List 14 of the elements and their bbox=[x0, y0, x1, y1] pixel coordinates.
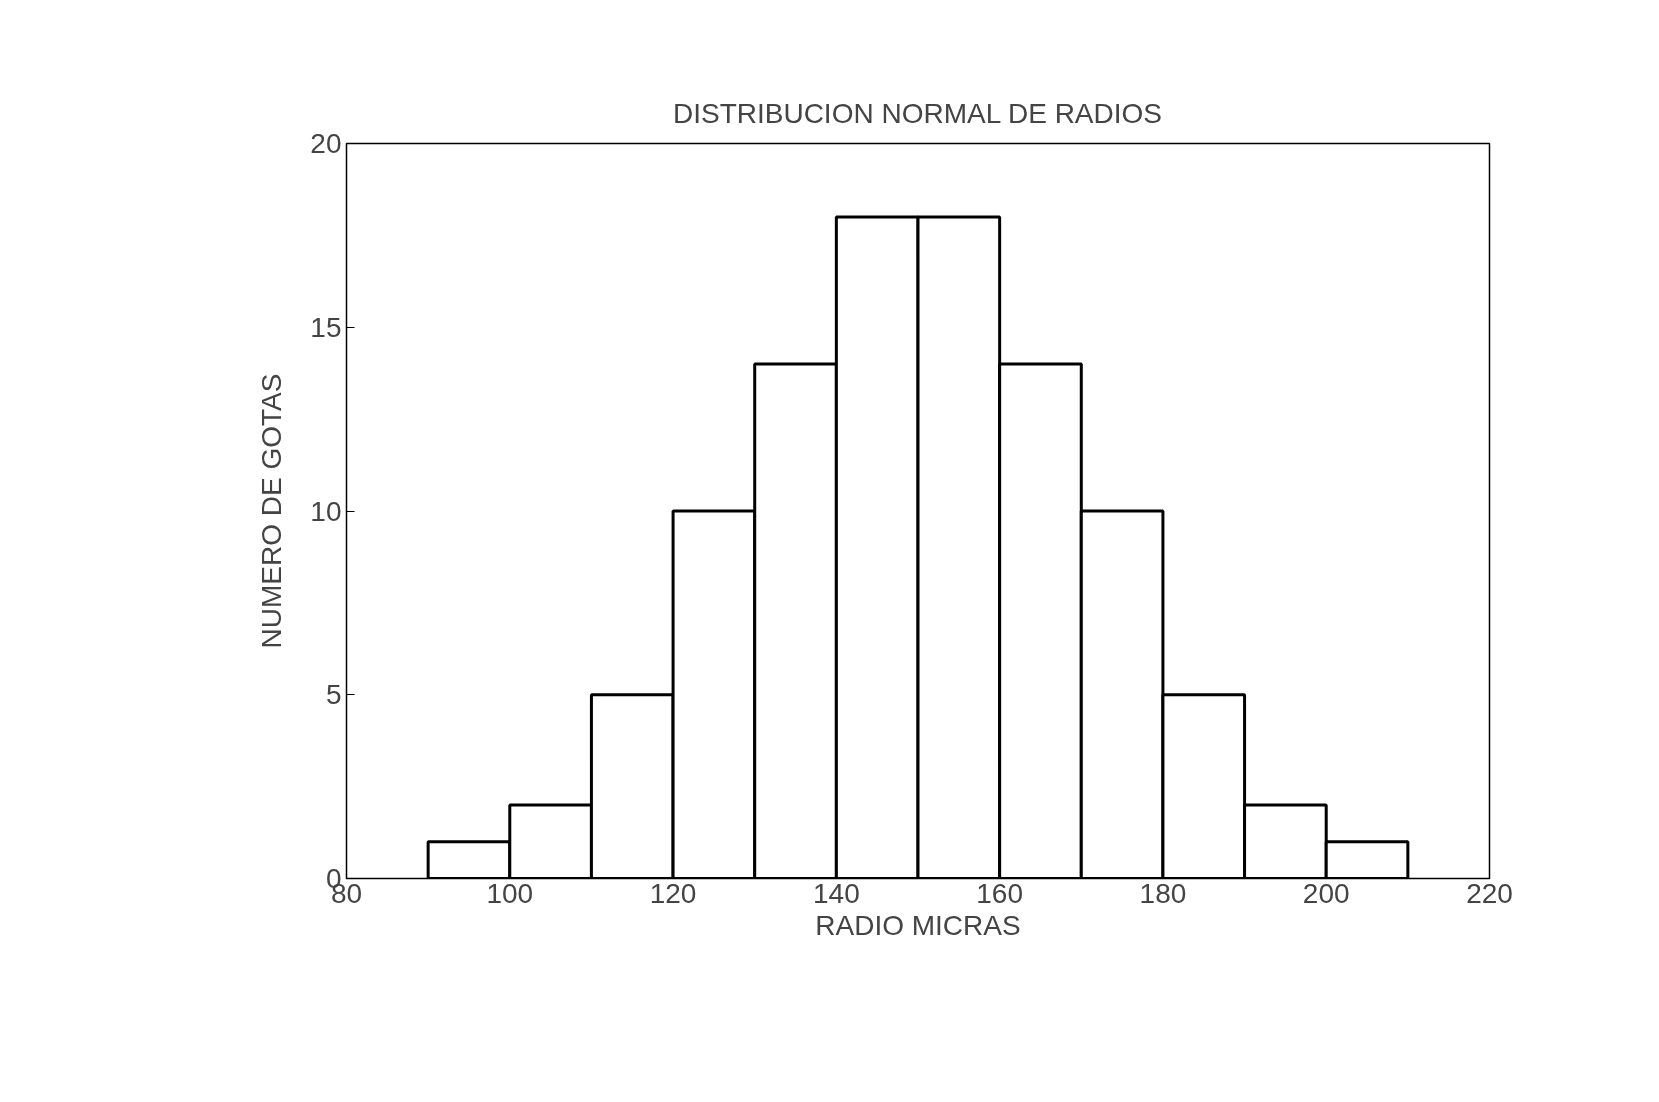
x-tick-label: 200 bbox=[1302, 877, 1350, 909]
y-tick-label: 5 bbox=[325, 679, 342, 711]
y-tick-label: 20 bbox=[310, 128, 342, 159]
x-axis-title: RADIO MICRAS bbox=[815, 909, 1021, 941]
y-tick-label: 15 bbox=[310, 311, 342, 343]
x-tick-label: 120 bbox=[649, 877, 697, 909]
x-tick-label: 100 bbox=[486, 877, 534, 909]
x-tick-label: 160 bbox=[976, 877, 1023, 909]
y-axis-title: NUMERO DE GOTAS bbox=[256, 373, 288, 649]
x-tick-label: 220 bbox=[1466, 877, 1513, 909]
chart-title: DISTRIBUCION NORMAL DE RADIOS bbox=[672, 97, 1162, 129]
x-tick-label: 180 bbox=[1139, 877, 1187, 909]
y-tick-label: 10 bbox=[310, 495, 342, 527]
x-tick-label: 140 bbox=[813, 877, 860, 909]
